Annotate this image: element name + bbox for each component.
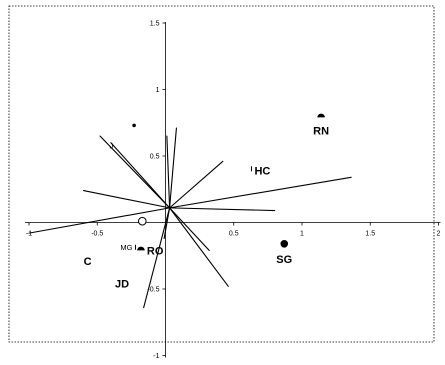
point-label: J bbox=[110, 141, 114, 150]
point-marker bbox=[280, 239, 289, 248]
vector-line bbox=[169, 207, 229, 287]
vector-line bbox=[110, 142, 171, 209]
point-label: C bbox=[84, 256, 92, 268]
point-label: SG bbox=[276, 254, 292, 266]
vector-line bbox=[83, 190, 171, 209]
x-tick-label: -1 bbox=[26, 231, 32, 238]
point-label: HC bbox=[254, 165, 270, 177]
point-marker bbox=[317, 113, 325, 118]
y-tick-label: 0.5 bbox=[150, 154, 160, 161]
point-marker bbox=[137, 216, 147, 226]
plot-border bbox=[8, 5, 435, 343]
point-label: RN bbox=[313, 125, 329, 137]
y-tick-label: 1.5 bbox=[150, 21, 160, 28]
point-marker bbox=[137, 246, 145, 251]
x-tick-label: -0.5 bbox=[91, 231, 103, 238]
vector-line bbox=[169, 207, 276, 212]
vector-line bbox=[169, 127, 177, 209]
point-marker bbox=[132, 123, 136, 128]
y-tick-label: 1 bbox=[156, 87, 160, 94]
point-label: MG bbox=[120, 243, 132, 252]
vector-line bbox=[28, 207, 171, 234]
vector-line bbox=[169, 176, 352, 209]
vector-line bbox=[169, 207, 210, 251]
point-label: JD bbox=[115, 279, 129, 291]
y-tick-label: -1 bbox=[153, 353, 159, 360]
x-tick-label: 1 bbox=[300, 231, 304, 238]
vector-line bbox=[99, 135, 171, 209]
vector-line bbox=[143, 207, 171, 309]
vector-line bbox=[166, 135, 171, 209]
vector-lines bbox=[28, 127, 352, 309]
y-tick-label: -0.5 bbox=[147, 287, 159, 294]
data-points: RN HC SG RO MG C JD J bbox=[84, 113, 329, 291]
x-tick-label: 2 bbox=[437, 231, 441, 238]
x-tick-label: 0.5 bbox=[229, 231, 239, 238]
x-tick-label: 1.5 bbox=[365, 231, 375, 238]
axes: -1 -0.5 0.5 1 1.5 2 -1 -0.5 0.5 1 1.5 bbox=[25, 21, 441, 360]
point-label: RO bbox=[147, 245, 164, 257]
vector-line bbox=[169, 160, 224, 209]
